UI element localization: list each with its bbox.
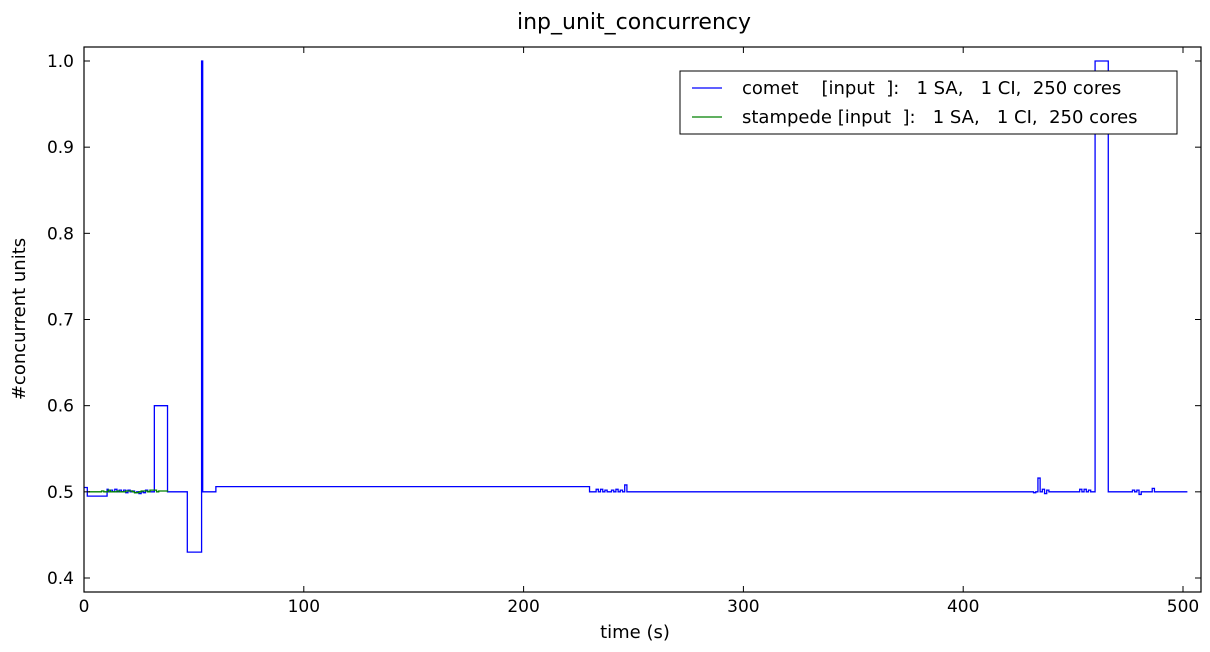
legend-label: comet [input ]: 1 SA, 1 CI, 250 cores xyxy=(742,78,1121,99)
series-line-comet xyxy=(84,60,1188,553)
chart-title: inp_unit_concurrency xyxy=(517,10,751,35)
y-tick-label: 0.8 xyxy=(47,224,74,244)
series-layer xyxy=(84,60,1188,553)
y-tick-label: 0.6 xyxy=(47,397,74,417)
legend-box xyxy=(679,70,1178,135)
y-tick-label: 0.7 xyxy=(47,311,74,331)
x-tick-label: 100 xyxy=(288,597,320,617)
y-tick-label: 0.9 xyxy=(47,138,74,158)
x-tick-label: 200 xyxy=(507,597,539,617)
y-tick-label: 0.4 xyxy=(47,569,74,589)
y-tick-label: 1.0 xyxy=(47,52,74,72)
y-tick-label: 0.5 xyxy=(47,483,74,503)
x-tick-label: 400 xyxy=(947,597,979,617)
x-tick-label: 500 xyxy=(1167,597,1199,617)
legend-label: stampede [input ]: 1 SA, 1 CI, 250 cores xyxy=(742,107,1138,128)
x-tick-label: 300 xyxy=(727,597,759,617)
x-tick-label: 0 xyxy=(79,597,90,617)
ticks-layer: 0 100 200 300 400 500 0.4 0.5 0.6 0.7 0.8 0.9 1.0 xyxy=(47,47,1201,617)
legend: comet [input ]: 1 SA, 1 CI, 250 cores sta… xyxy=(679,70,1178,135)
x-axis-label: time (s) xyxy=(600,622,670,643)
series-line-stampede xyxy=(88,489,169,494)
y-axis-label: #concurrent units xyxy=(9,238,30,400)
